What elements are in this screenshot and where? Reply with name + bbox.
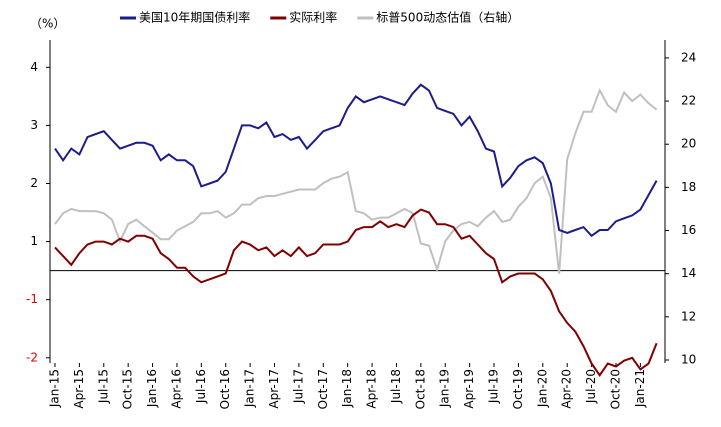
x-tick-label: Jul-19: [487, 369, 501, 404]
x-tick-label: Apr-20: [560, 369, 574, 409]
y2-tick-label: 16: [681, 223, 696, 237]
y-tick-label: 4: [30, 60, 38, 74]
y-unit-label: （%）: [30, 17, 65, 31]
y-tick-label: -1: [26, 292, 38, 306]
y-tick-label: 3: [30, 118, 38, 132]
x-tick-label: Jul-20: [584, 369, 598, 404]
x-tick-label: Jan-17: [243, 369, 257, 408]
legend-label: 实际利率: [289, 10, 337, 25]
x-tick-label: Jan-15: [48, 369, 62, 408]
x-tick-label: Jul-17: [291, 369, 305, 404]
series-line: [54, 208, 658, 377]
y2-tick-label: 22: [681, 94, 696, 108]
y2-tick-label: 20: [681, 137, 696, 151]
x-tick-label: Oct-17: [316, 369, 330, 409]
x-tick-label: Jan-18: [340, 369, 354, 408]
x-tick-label: Jan-16: [145, 369, 159, 408]
x-tick-label: Jul-18: [389, 369, 403, 404]
y-tick-label: -2: [26, 350, 38, 364]
y-tick-label: 1: [30, 234, 38, 248]
x-tick-label: Apr-19: [462, 369, 476, 409]
y2-tick-label: 14: [681, 266, 696, 280]
x-tick-label: Jan-21: [633, 369, 647, 408]
series-line: [54, 87, 658, 274]
y2-tick-label: 10: [681, 352, 696, 366]
legend-label: 标普500动态估值（右轴）: [376, 10, 519, 25]
x-tick-label: Jan-19: [438, 369, 452, 408]
series-line: [54, 83, 658, 238]
x-tick-label: Apr-16: [169, 369, 183, 409]
x-tick-label: Oct-16: [218, 369, 232, 409]
y2-tick-label: 12: [681, 309, 696, 323]
y2-tick-label: 18: [681, 180, 696, 194]
x-tick-label: Apr-15: [72, 369, 86, 409]
x-tick-label: Apr-17: [267, 369, 281, 409]
x-tick-label: Jul-16: [194, 369, 208, 404]
x-tick-label: Jan-20: [535, 369, 549, 408]
x-tick-label: Oct-18: [413, 369, 427, 409]
y-tick-label: 2: [30, 176, 38, 190]
y2-tick-label: 24: [681, 50, 696, 64]
x-tick-label: Apr-18: [365, 369, 379, 409]
legend-label: 美国10年期国债利率: [139, 10, 250, 25]
x-tick-label: Oct-20: [608, 369, 622, 409]
x-tick-label: Oct-19: [511, 369, 525, 409]
x-tick-label: Jul-15: [96, 369, 110, 404]
x-tick-label: Oct-15: [121, 369, 135, 409]
